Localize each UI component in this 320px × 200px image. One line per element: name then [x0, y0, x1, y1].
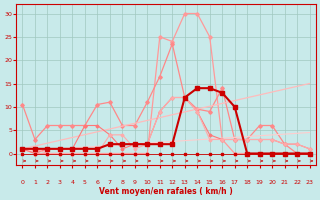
X-axis label: Vent moyen/en rafales ( km/h ): Vent moyen/en rafales ( km/h ) — [99, 187, 233, 196]
